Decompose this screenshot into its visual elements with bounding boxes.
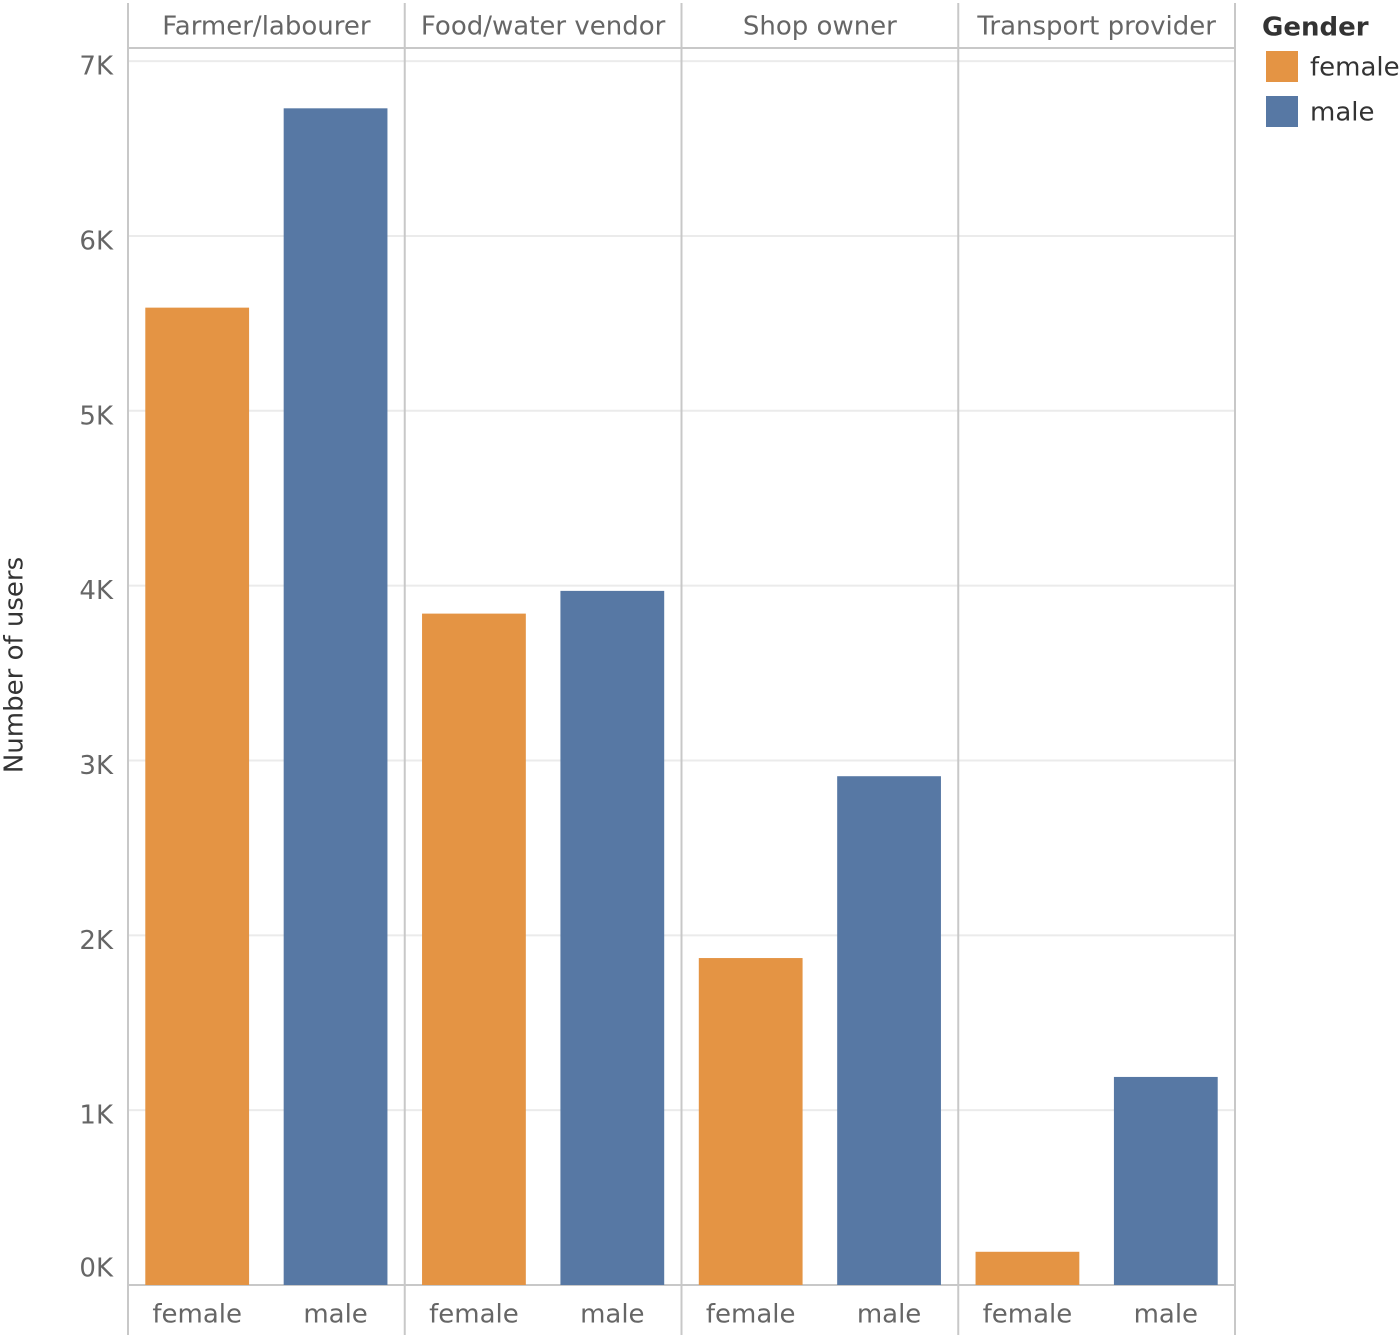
legend-label: female — [1310, 53, 1400, 83]
y-tick-label: 5K — [79, 401, 114, 431]
x-tick-label: female — [983, 1300, 1073, 1330]
legend-swatch — [1266, 96, 1298, 127]
x-tick-label: male — [303, 1300, 367, 1330]
x-tick-label: female — [706, 1300, 796, 1330]
y-tick-label: 7K — [79, 52, 114, 82]
x-tick-label: male — [580, 1300, 644, 1330]
legend-title: Gender — [1262, 13, 1369, 43]
panel-header: Farmer/labourer — [162, 12, 371, 42]
y-tick-label: 6K — [79, 226, 114, 256]
bar — [975, 1251, 1080, 1285]
panel-header: Food/water vendor — [421, 12, 666, 42]
bar — [837, 776, 941, 1285]
y-tick-label: 0K — [79, 1254, 114, 1284]
x-tick-label: male — [1134, 1300, 1198, 1330]
bar — [283, 108, 388, 1285]
y-tick-label: 1K — [79, 1101, 114, 1131]
legend-label: male — [1310, 98, 1374, 128]
y-tick-label: 4K — [79, 576, 114, 606]
bar — [698, 958, 803, 1285]
bar — [1113, 1076, 1218, 1285]
x-tick-label: female — [152, 1300, 242, 1330]
x-tick-label: female — [429, 1300, 519, 1330]
legend-swatch — [1266, 51, 1298, 82]
bar — [560, 590, 665, 1285]
y-tick-label: 2K — [79, 926, 114, 956]
bar — [422, 613, 526, 1285]
panel-header: Transport provider — [976, 12, 1216, 42]
y-tick-label: 3K — [79, 751, 114, 781]
bar — [145, 307, 250, 1285]
panel-header: Shop owner — [743, 12, 897, 42]
x-tick-label: male — [857, 1300, 921, 1330]
y-axis-title: Number of users — [0, 557, 30, 773]
